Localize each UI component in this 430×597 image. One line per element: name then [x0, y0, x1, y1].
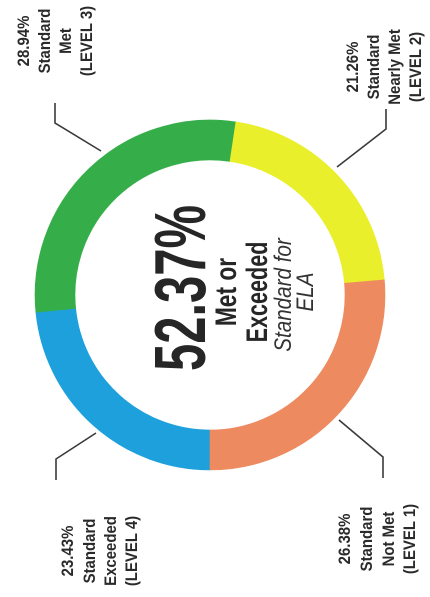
slice-label-line: Standard: [36, 9, 54, 74]
center-label-line-2: Exceeded: [239, 242, 273, 343]
slice-label-value: 23.43%: [59, 526, 77, 577]
slice-label-line: Met: [57, 28, 75, 54]
slice-label-line: Exceeded: [102, 516, 120, 586]
slice-label-line: Nearly Met: [386, 29, 404, 105]
leader-line-level-4: [55, 432, 97, 480]
slice-label-line: Standard: [365, 35, 383, 100]
center-label-line-4: ELA: [292, 272, 319, 311]
slice-label-line: (LEVEL 1): [401, 504, 419, 574]
slice-label-line: (LEVEL 2): [407, 32, 425, 102]
slice-label-line: Standard: [358, 507, 376, 572]
center-label-line-3: Standard for: [270, 237, 297, 352]
chart-rotated-frame: 52.37% Met or Exceeded Standard for ELA …: [15, 6, 425, 586]
slice-label-level-4: 23.43% Standard Exceeded (LEVEL 4): [59, 516, 141, 586]
slice-label-line: Standard: [81, 519, 99, 584]
leader-line-level-1: [338, 419, 384, 478]
leader-line-level-3: [54, 103, 102, 152]
donut-ring: [34, 119, 386, 471]
slice-label-level-2: 21.26% Standard Nearly Met (LEVEL 2): [344, 29, 425, 105]
slice-label-value: 21.26%: [344, 42, 362, 93]
center-label: 52.37% Met or Exceeded Standard for ELA: [141, 205, 319, 371]
slice-label-value: 28.94%: [15, 16, 33, 67]
slice-label-line: (LEVEL 4): [123, 516, 141, 586]
slice-label-line: Not Met: [380, 511, 398, 566]
center-label-line-1: Met or: [209, 258, 243, 326]
center-percentage: 52.37%: [141, 205, 222, 371]
slice-label-level-3: 28.94% Standard Met (LEVEL 3): [15, 6, 96, 76]
leader-line-level-2: [336, 109, 387, 168]
donut-slice-level-1: [209, 279, 386, 471]
slice-label-line: (LEVEL 3): [78, 6, 96, 76]
slice-label-level-1: 26.38% Standard Not Met (LEVEL 1): [336, 504, 419, 574]
slice-label-value: 26.38%: [336, 514, 354, 565]
